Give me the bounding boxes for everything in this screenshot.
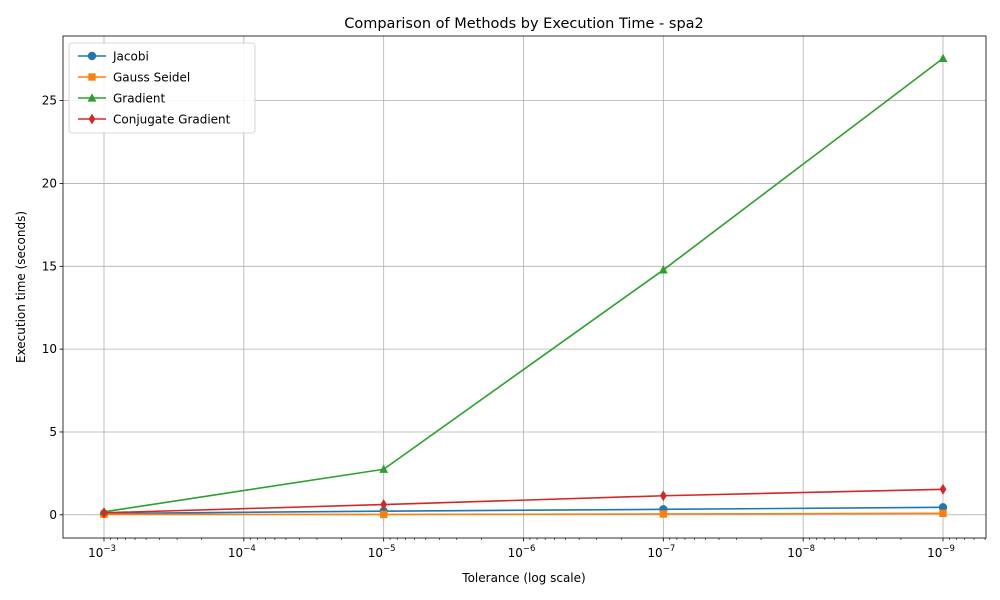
plot-frame	[62, 35, 987, 539]
data-point-square	[659, 510, 668, 518]
data-point-circle	[87, 51, 97, 61]
x-tick-label-base: 10	[88, 546, 103, 560]
legend-entry: Jacobi	[78, 50, 149, 64]
x-tick-label-exponent: −7	[663, 544, 676, 554]
data-point-square	[88, 73, 96, 81]
y-tick-label: 15	[42, 259, 57, 273]
data-point-triangle	[87, 93, 97, 102]
data-point-diamond	[100, 507, 108, 519]
data-point-diamond	[88, 113, 96, 125]
legend-label: Conjugate Gradient	[113, 113, 231, 127]
series-layer	[99, 53, 948, 519]
y-tick-label: 5	[49, 425, 57, 439]
x-tick-label-exponent: −5	[383, 544, 396, 554]
legend-entry: Conjugate Gradient	[78, 113, 231, 127]
x-tick-label-base: 10	[508, 546, 523, 560]
data-point-circle	[938, 503, 948, 512]
y-axis-label: Execution time (seconds)	[14, 211, 28, 363]
x-tick-label: 10−4	[228, 544, 256, 560]
data-point-diamond	[380, 499, 388, 510]
y-tick-label: 10	[42, 342, 57, 356]
x-tick-label-base: 10	[787, 546, 802, 560]
data-point-triangle	[379, 464, 389, 473]
y-tick-label: 20	[42, 176, 57, 190]
x-tick-label-base: 10	[368, 546, 383, 560]
x-tick-label: 10−3	[88, 544, 116, 560]
series-line	[103, 57, 944, 513]
x-tick-label-base: 10	[647, 546, 662, 560]
x-tick-label: 10−8	[787, 544, 815, 560]
data-point-diamond	[659, 490, 667, 502]
x-tick-label-exponent: −4	[243, 544, 256, 554]
x-tick-label: 10−5	[368, 544, 396, 560]
legend-entry: Gauss Seidel	[78, 71, 190, 85]
data-point-triangle	[658, 265, 668, 274]
legend-entry: Gradient	[78, 92, 166, 106]
series-line	[103, 488, 944, 514]
data-point-square	[379, 510, 388, 519]
chart-title: Comparison of Methods by Execution Time …	[344, 16, 704, 32]
legend-label: Gauss Seidel	[113, 71, 190, 85]
data-point-square	[939, 509, 947, 518]
series-line	[103, 512, 944, 516]
legend-label: Gradient	[113, 92, 166, 106]
x-tick-label-exponent: −6	[523, 544, 536, 554]
x-tick-label: 10−9	[927, 544, 955, 560]
x-tick-label-exponent: −8	[803, 544, 816, 554]
data-point-diamond	[939, 483, 947, 495]
series-conjugate-gradient	[100, 483, 947, 519]
y-tick-label: 0	[49, 508, 57, 522]
legend-box	[68, 42, 256, 134]
legend-label: Jacobi	[112, 50, 149, 64]
x-tick-label-base: 10	[228, 546, 243, 560]
x-tick-label-exponent: −9	[942, 544, 955, 554]
x-tick-label-exponent: −3	[103, 544, 116, 554]
x-tick-label: 10−6	[508, 544, 536, 560]
x-tick-label-base: 10	[927, 546, 942, 560]
x-tick-label: 10−7	[647, 544, 675, 560]
y-tick-label: 25	[42, 94, 57, 108]
series-line	[103, 506, 944, 515]
data-point-triangle	[938, 53, 948, 62]
legend: Jacobi Gauss Seidel Gradient Conjugate Grad…	[68, 42, 256, 134]
x-axis-label: Tolerance (log scale)	[461, 571, 585, 585]
